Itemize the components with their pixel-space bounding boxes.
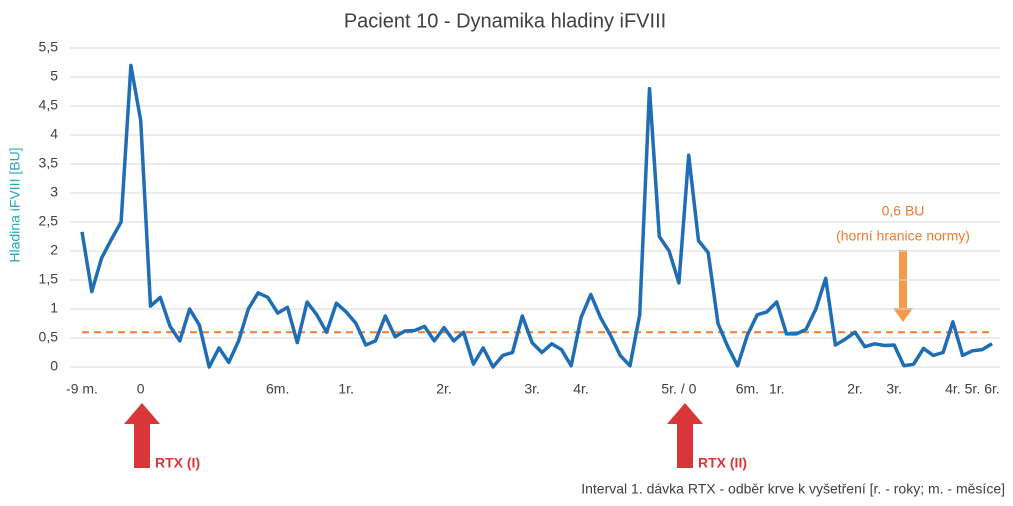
x-tick-label: 5r. / 0 — [661, 381, 696, 397]
y-tick-label: 0 — [50, 358, 58, 374]
x-tick-label: 3r. — [524, 381, 540, 397]
y-tick-label: 5 — [50, 68, 58, 84]
rtx-arrow — [124, 403, 160, 468]
data-line — [80, 63, 993, 369]
x-axis-label: Interval 1. dávka RTX - odběr krve k vyš… — [581, 481, 1005, 497]
annotation: RTX (I) — [155, 455, 200, 471]
rtx-arrow — [667, 403, 703, 468]
x-tick-label: 4r. — [945, 381, 961, 397]
y-tick-label: 4,5 — [39, 97, 59, 113]
y-tick-label: 1 — [50, 300, 58, 316]
x-tick-label: 1r. — [338, 381, 354, 397]
x-tick-label: 4r. — [573, 381, 589, 397]
threshold-arrow — [893, 250, 913, 322]
x-tick-label: 6m. — [736, 381, 759, 397]
x-tick-label: 2r. — [847, 381, 863, 397]
x-tick-label: 5r. — [965, 381, 981, 397]
x-tick-label: 3r. — [886, 381, 902, 397]
chart-title: Pacient 10 - Dynamika hladiny iFVIII — [344, 10, 666, 32]
x-tick-label: 0 — [137, 381, 145, 397]
y-tick-label: 3 — [50, 184, 58, 200]
threshold-label: 0,6 BU — [882, 203, 925, 219]
x-tick-label: 6r. — [984, 381, 1000, 397]
x-tick-label: 2r. — [436, 381, 452, 397]
x-tick-label: 1r. — [769, 381, 785, 397]
y-tick-label: 1,5 — [39, 271, 59, 287]
annotation: RTX (II) — [698, 455, 747, 471]
y-tick-label: 5,5 — [39, 39, 59, 55]
x-tick-label: 6m. — [266, 381, 289, 397]
x-tick-label: -9 m. — [66, 381, 98, 397]
y-tick-label: 2 — [50, 242, 58, 258]
y-tick-label: 4 — [50, 126, 58, 142]
y-tick-label: 0,5 — [39, 329, 59, 345]
y-tick-label: 2,5 — [39, 213, 59, 229]
threshold-note: (horní hranice normy) — [836, 228, 970, 244]
y-tick-label: 3,5 — [39, 155, 59, 171]
y-axis-label: Hladina iFVIII [BU] — [7, 147, 23, 262]
